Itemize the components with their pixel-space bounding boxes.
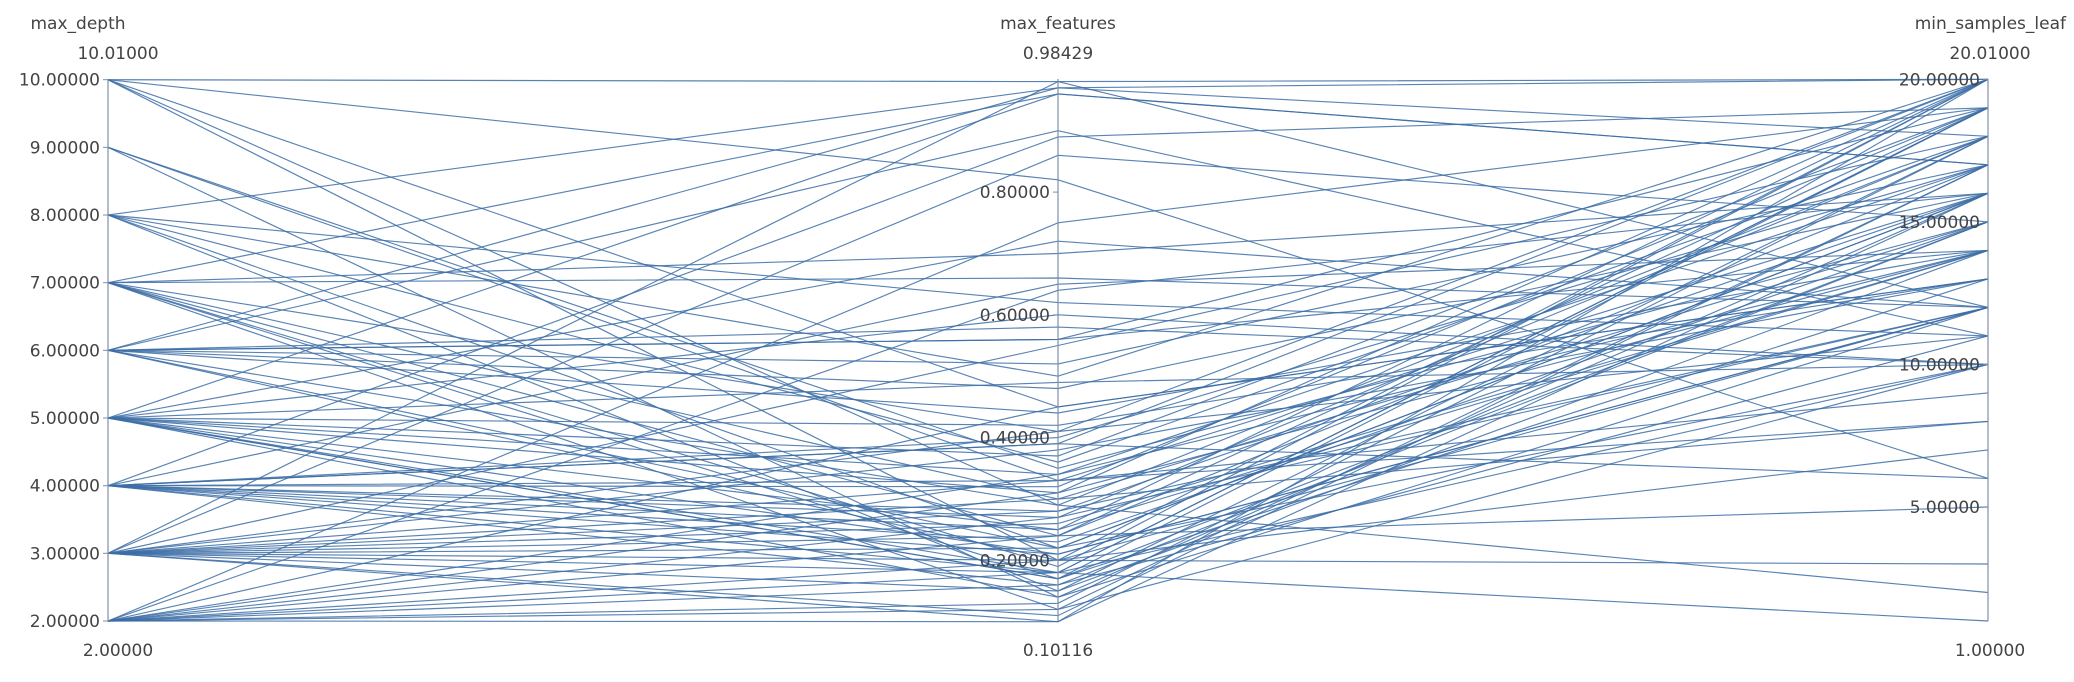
data-line-34 — [107, 363, 1989, 419]
data-line-83 — [107, 192, 1989, 623]
data-line-57 — [107, 249, 1989, 554]
tick-label-max_depth: 2.00000 — [30, 612, 100, 632]
tick-label-max_depth: 7.00000 — [30, 274, 100, 294]
axis-max-label-min_samples_leaf: 20.01000 — [1949, 44, 2030, 64]
data-line-12 — [107, 277, 1989, 308]
tick-label-max_features: 0.40000 — [980, 429, 1050, 449]
data-lines — [107, 78, 1989, 623]
tick-label-max_depth: 9.00000 — [30, 138, 100, 158]
tick-label-max_depth: 3.00000 — [30, 544, 100, 564]
tick-label-max_depth: 6.00000 — [30, 341, 100, 361]
data-line-31 — [107, 221, 1989, 580]
axes: max_depth 10.01000 2.00000 2.00000 3.00000 4.… — [19, 14, 2067, 661]
data-line-0 — [107, 78, 1989, 83]
data-line-1 — [107, 79, 1989, 479]
tick-label-min_samples_leaf: 20.00000 — [1899, 70, 1980, 90]
data-line-70 — [107, 78, 1989, 622]
tick-label-min_samples_leaf: 10.00000 — [1899, 355, 1980, 375]
tick-label-max_features: 0.20000 — [980, 551, 1050, 571]
tick-label-max_features: 0.60000 — [980, 306, 1050, 326]
axis-min-label-max_depth: 2.00000 — [83, 641, 153, 661]
tick-label-max_features: 0.80000 — [980, 183, 1050, 203]
tick-label-max_depth: 10.00000 — [19, 71, 100, 91]
axis-min-label-min_samples_leaf: 1.00000 — [1955, 641, 2025, 661]
data-line-48 — [107, 249, 1989, 531]
axis-max-label-max_features: 0.98429 — [1023, 44, 1093, 64]
tick-label-max_depth: 5.00000 — [30, 409, 100, 429]
tick-label-min_samples_leaf: 15.00000 — [1899, 213, 1980, 233]
axis-title-max_depth: max_depth — [30, 14, 125, 34]
data-line-33 — [107, 78, 1989, 531]
axis-title-min_samples_leaf: min_samples_leaf — [1915, 14, 2067, 34]
axis-min-label-max_features: 0.10116 — [1023, 641, 1093, 661]
tick-label-min_samples_leaf: 5.00000 — [1910, 498, 1980, 518]
tick-label-max_depth: 8.00000 — [30, 206, 100, 226]
axis-title-max_features: max_features — [1000, 14, 1116, 34]
tick-label-max_depth: 4.00000 — [30, 477, 100, 497]
axis-max-label-max_depth: 10.01000 — [77, 44, 158, 64]
